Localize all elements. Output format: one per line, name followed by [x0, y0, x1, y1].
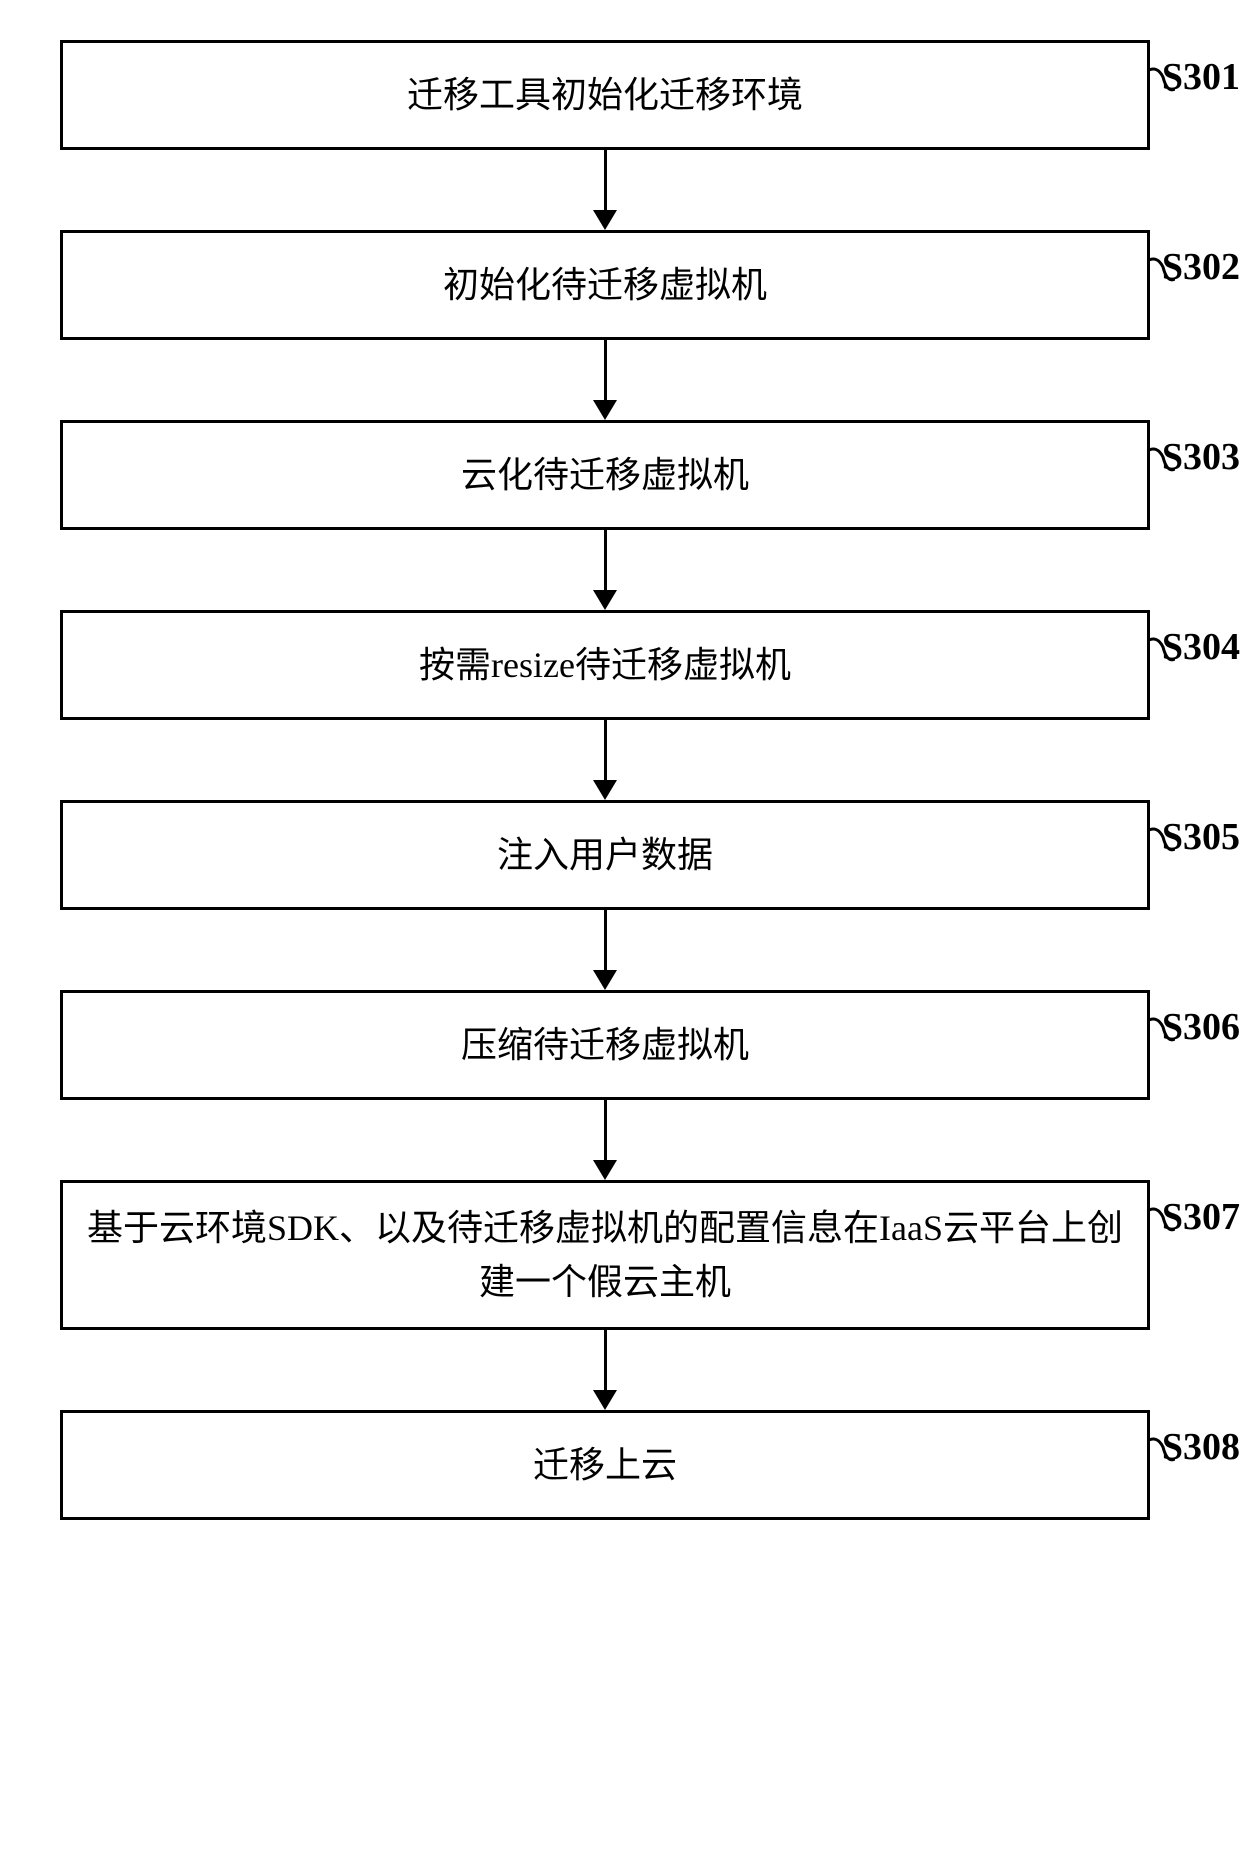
arrow-head-icon [593, 780, 617, 800]
step-text: 压缩待迁移虚拟机 [461, 1018, 749, 1072]
step-text: 初始化待迁移虚拟机 [443, 258, 767, 312]
flowchart-step: 云化待迁移虚拟机 S303 [60, 420, 1150, 530]
step-box-s301: 迁移工具初始化迁移环境 [60, 40, 1150, 150]
step-label: S301 [1162, 55, 1240, 99]
flowchart-arrow [60, 150, 1150, 230]
flowchart-container: 迁移工具初始化迁移环境 S301 初始化待迁移虚拟机 S302 云化待迁移虚拟机… [60, 40, 1180, 1520]
step-label: S305 [1162, 815, 1240, 859]
flowchart-arrow [60, 1330, 1150, 1410]
step-text: 基于云环境SDK、以及待迁移虚拟机的配置信息在IaaS云平台上创建一个假云主机 [83, 1201, 1127, 1309]
arrow-line [604, 910, 607, 972]
step-text: 迁移上云 [533, 1438, 677, 1492]
flowchart-step: 注入用户数据 S305 [60, 800, 1150, 910]
arrow-line [604, 340, 607, 402]
step-label: S302 [1162, 245, 1240, 289]
step-box-s304: 按需resize待迁移虚拟机 [60, 610, 1150, 720]
flowchart-arrow [60, 530, 1150, 610]
arrow-line [604, 1330, 607, 1392]
step-box-s306: 压缩待迁移虚拟机 [60, 990, 1150, 1100]
step-box-s302: 初始化待迁移虚拟机 [60, 230, 1150, 340]
step-label: S308 [1162, 1425, 1240, 1469]
flowchart-step: 按需resize待迁移虚拟机 S304 [60, 610, 1150, 720]
arrow-line [604, 1100, 607, 1162]
step-label: S306 [1162, 1005, 1240, 1049]
arrow-line [604, 720, 607, 782]
step-box-s308: 迁移上云 [60, 1410, 1150, 1520]
arrow-head-icon [593, 400, 617, 420]
arrow-head-icon [593, 1160, 617, 1180]
step-label: S303 [1162, 435, 1240, 479]
arrow-head-icon [593, 210, 617, 230]
arrow-line [604, 530, 607, 592]
flowchart-step: 基于云环境SDK、以及待迁移虚拟机的配置信息在IaaS云平台上创建一个假云主机 … [60, 1180, 1150, 1330]
step-box-s307: 基于云环境SDK、以及待迁移虚拟机的配置信息在IaaS云平台上创建一个假云主机 [60, 1180, 1150, 1330]
flowchart-step: 迁移上云 S308 [60, 1410, 1150, 1520]
flowchart-arrow [60, 1100, 1150, 1180]
arrow-head-icon [593, 970, 617, 990]
arrow-head-icon [593, 1390, 617, 1410]
flowchart-step: 迁移工具初始化迁移环境 S301 [60, 40, 1150, 150]
flowchart-step: 压缩待迁移虚拟机 S306 [60, 990, 1150, 1100]
arrow-line [604, 150, 607, 212]
step-text: 云化待迁移虚拟机 [461, 448, 749, 502]
flowchart-arrow [60, 910, 1150, 990]
step-label: S307 [1162, 1195, 1240, 1239]
step-text: 按需resize待迁移虚拟机 [419, 638, 791, 692]
flowchart-arrow [60, 340, 1150, 420]
flowchart-step: 初始化待迁移虚拟机 S302 [60, 230, 1150, 340]
step-text: 迁移工具初始化迁移环境 [407, 68, 803, 122]
step-label: S304 [1162, 625, 1240, 669]
flowchart-arrow [60, 720, 1150, 800]
arrow-head-icon [593, 590, 617, 610]
step-text: 注入用户数据 [497, 828, 713, 882]
step-box-s303: 云化待迁移虚拟机 [60, 420, 1150, 530]
step-box-s305: 注入用户数据 [60, 800, 1150, 910]
